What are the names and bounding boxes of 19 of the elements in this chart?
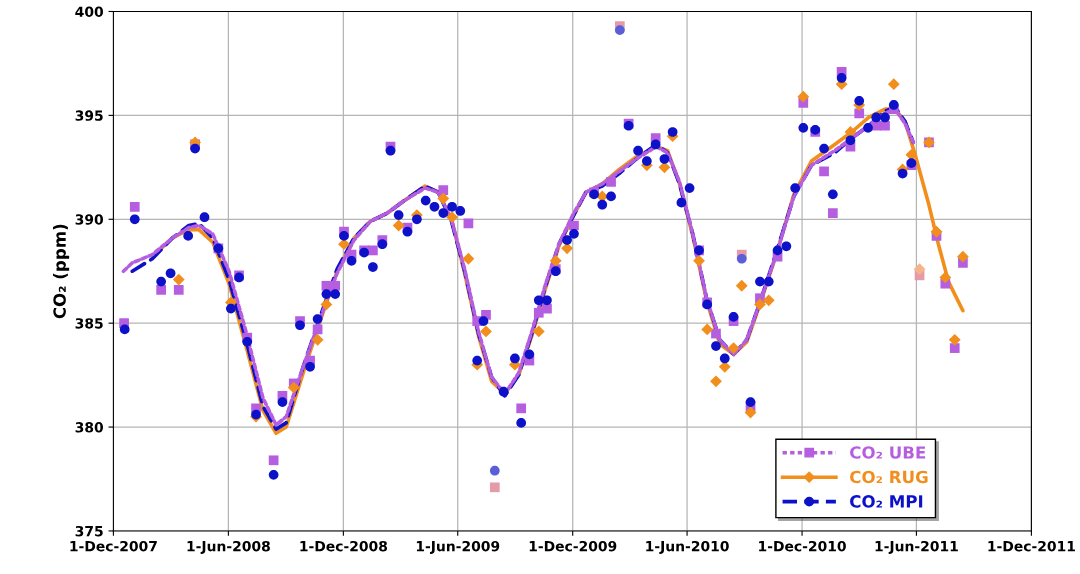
y-tick-label: 380 [75,422,104,433]
x-tick-label: 1-Dec-2011 [988,540,1075,552]
x-tick-label: 1-Dec-2007 [70,540,157,552]
x-tick-label: 1-Dec-2009 [529,540,617,552]
legend-label: CO₂ RUG [850,470,928,484]
x-tick-label: 1-Dec-2008 [300,540,388,552]
y-tick-label: 375 [75,525,103,537]
y-tick-label: 395 [75,110,103,121]
x-tick-label: 1-Jun-2008 [187,540,270,555]
x-tick-label: 1-Jun-2009 [416,540,500,555]
y-tick-label: 385 [75,318,103,329]
y-tick-label: 390 [75,214,104,225]
legend-label: CO₂ MPI [850,495,923,508]
x-tick-label: 1-Dec-2010 [759,540,846,552]
legend-label: CO₂ UBE [850,446,926,459]
x-tick-label: 1-Jun-2011 [875,540,958,555]
y-axis-title: CO₂ (ppm) [53,224,70,319]
y-tick-label: 400 [75,6,104,17]
x-tick-label: 1-Jun-2010 [646,540,729,555]
